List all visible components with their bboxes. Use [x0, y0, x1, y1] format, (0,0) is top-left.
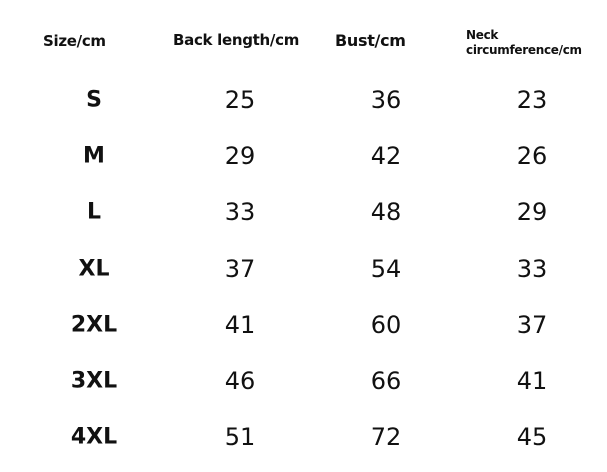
header-neck-line2: circumference/cm [466, 43, 582, 57]
measurement-cell: 72 [370, 423, 402, 452]
measurement-cell: 37 [224, 254, 256, 283]
measurement-cell: 48 [370, 198, 402, 227]
measurement-cell: 37 [516, 310, 548, 339]
size-label: 4XL [70, 424, 118, 450]
size-label: L [86, 199, 102, 225]
measurement-cell: 54 [370, 254, 402, 283]
measurement-cell: 41 [224, 310, 256, 339]
measurement-cell: 33 [516, 254, 548, 283]
measurement-cell: 25 [224, 86, 256, 114]
size-label: M [83, 143, 105, 169]
measurement-cell: 46 [224, 367, 256, 395]
size-label: XL [78, 256, 110, 282]
measurement-cell: 51 [224, 423, 256, 452]
measurement-cell: 29 [516, 198, 548, 227]
size-label: 3XL [70, 368, 118, 394]
measurement-cell: 26 [516, 142, 548, 171]
measurement-cell: 41 [516, 367, 548, 395]
measurement-cell: 23 [516, 86, 548, 114]
size-label: S [86, 87, 102, 113]
header-size: Size/cm [43, 32, 106, 50]
measurement-cell: 66 [370, 367, 402, 395]
measurement-cell: 33 [224, 198, 256, 227]
measurement-cell: 29 [224, 142, 256, 171]
header-neck-circumference: Neck circumference/cm [466, 28, 582, 58]
measurement-cell: 45 [516, 423, 548, 452]
header-neck-line1: Neck [466, 28, 499, 42]
header-back-length: Back length/cm [173, 31, 300, 49]
measurement-cell: 42 [370, 142, 402, 171]
size-label: 2XL [70, 312, 118, 338]
measurement-cell: 36 [370, 86, 402, 114]
header-bust: Bust/cm [335, 31, 406, 50]
measurement-cell: 60 [370, 310, 402, 339]
